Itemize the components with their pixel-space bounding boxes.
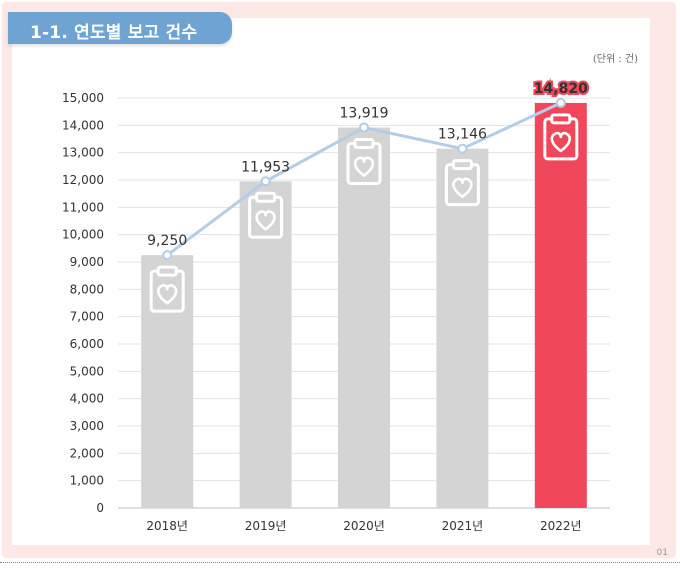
page-number: 01 — [656, 548, 668, 558]
data-label: 13,146 — [438, 127, 487, 143]
trend-point — [260, 176, 271, 187]
y-tick-label: 11,000 — [62, 200, 104, 214]
y-tick-label: 2,000 — [70, 446, 104, 460]
trend-point — [555, 97, 566, 108]
chart-title: 1-1. 연도별 보고 건수 — [30, 23, 198, 43]
y-tick-label: 10,000 — [62, 228, 104, 242]
y-tick-label: 8,000 — [70, 282, 104, 296]
trend-line — [162, 97, 566, 261]
bar — [239, 181, 292, 508]
y-tick-label: 12,000 — [62, 173, 104, 187]
trend-point — [457, 143, 468, 154]
trend-point — [162, 250, 173, 261]
x-tick-label: 2018년 — [146, 519, 188, 533]
y-tick-label: 7,000 — [70, 310, 104, 324]
y-tick-label: 14,000 — [62, 118, 104, 132]
unit-label: (단위 : 건) — [592, 54, 638, 65]
y-tick-label: 15,000 — [62, 91, 104, 105]
y-tick-label: 5,000 — [70, 364, 104, 378]
clipboard-heart-icon — [444, 159, 480, 207]
x-tick-label: 2020년 — [343, 519, 385, 533]
x-axis: 2018년 2019년 2020년 2021년 2022년 — [146, 519, 581, 533]
x-tick-label: 2022년 — [540, 519, 582, 533]
bar-highlight — [534, 102, 587, 509]
data-labels: 9,250 11,953 13,919 13,146 14,820 — [147, 79, 590, 249]
y-tick-label: 6,000 — [70, 337, 104, 351]
y-tick-label: 4,000 — [70, 392, 104, 406]
data-label: 11,953 — [241, 159, 290, 175]
y-tick-label: 0 — [96, 501, 104, 515]
data-label: 9,250 — [147, 233, 187, 249]
clipboard-heart-icon — [543, 113, 579, 161]
clipboard-heart-icon — [346, 138, 382, 186]
bars — [141, 102, 587, 509]
clipboard-heart-icon — [149, 265, 185, 313]
data-label: 14,820 — [534, 81, 588, 97]
bar — [338, 127, 390, 508]
trend-point — [359, 122, 369, 133]
bar — [436, 148, 489, 508]
x-tick-label: 2021년 — [442, 519, 484, 533]
title-tab — [8, 12, 232, 44]
y-tick-label: 1,000 — [70, 474, 104, 488]
data-label: 13,919 — [340, 106, 389, 122]
bottom-divider — [0, 562, 680, 563]
y-tick-label: 3,000 — [70, 419, 104, 433]
x-tick-label: 2019년 — [245, 519, 287, 533]
y-tick-label: 9,000 — [70, 255, 104, 269]
y-tick-label: 13,000 — [62, 146, 104, 160]
bar — [141, 255, 194, 508]
clipboard-heart-icon — [248, 191, 284, 239]
y-axis: 0 1,000 2,000 3,000 4,000 5,000 6,000 7,000 8,00… — [62, 91, 104, 515]
